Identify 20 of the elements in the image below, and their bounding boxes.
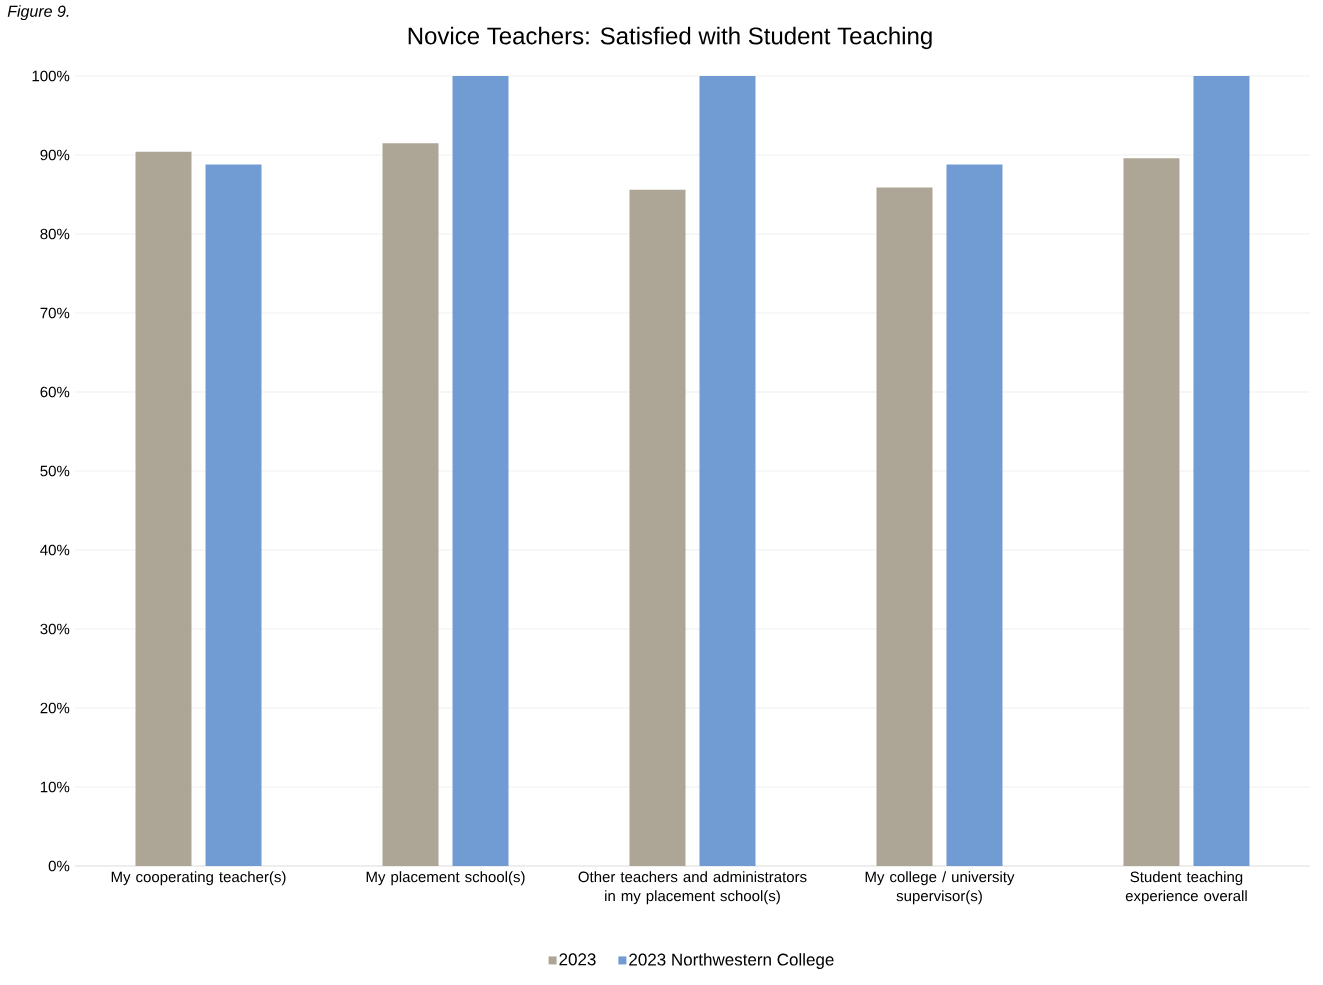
y-tick-label: 30% [40, 623, 70, 635]
x-tick-label: My college / university supervisor(s) [865, 871, 1015, 905]
y-tick-label: 100% [32, 70, 70, 82]
y-tick-label: 90% [40, 149, 70, 161]
y-tick-label: 60% [40, 386, 70, 398]
x-tick-label: My cooperating teacher(s) [111, 871, 286, 886]
caption: Figure 9. [7, 5, 69, 21]
y-tick-label: 70% [40, 307, 70, 319]
chart-title: Novice Teachers: Satisfied with Student Teaching [408, 26, 932, 50]
y-tick-label: 20% [40, 702, 70, 714]
x-tick-label: Other teachers and administrators in my placement school(s) [578, 871, 807, 905]
y-tick-label: 80% [40, 228, 70, 240]
legend-label: 2023 [559, 953, 596, 966]
x-tick-label: Student teaching experience overall [1125, 871, 1247, 905]
y-tick-label: 0% [48, 860, 70, 872]
y-tick-label: 40% [40, 544, 70, 556]
legend-label: 2023 Northwestern College [629, 953, 834, 969]
y-tick-label: 50% [40, 465, 70, 477]
y-tick-label: 10% [40, 781, 70, 793]
x-tick-label: My placement school(s) [366, 871, 525, 886]
